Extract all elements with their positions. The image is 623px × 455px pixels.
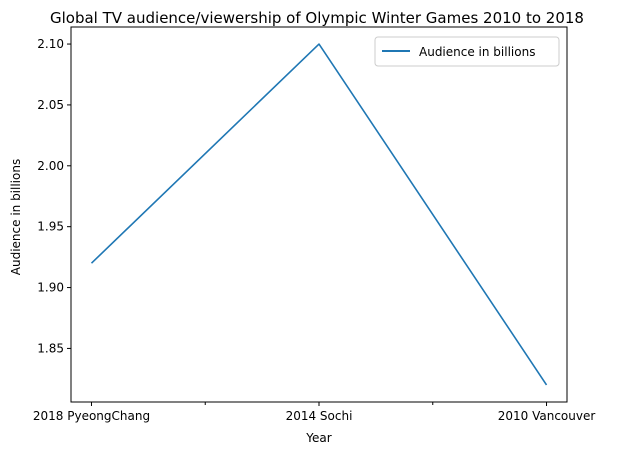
legend-label: Audience in billions <box>419 45 535 59</box>
x-tick-label: 2010 Vancouver <box>498 409 596 423</box>
legend-box <box>374 36 560 67</box>
x-axis: 2018 PyeongChang 2014 Sochi 2010 Vancouver <box>33 402 595 423</box>
y-tick-label: 1.95 <box>37 220 64 234</box>
y-tick-label: 2.10 <box>37 37 64 51</box>
y-axis: 1.85 1.90 1.95 2.00 2.05 2.10 <box>37 37 71 355</box>
x-tick-label: 2014 Sochi <box>286 409 353 423</box>
x-tick-label: 2018 PyeongChang <box>33 409 150 423</box>
y-axis-label: Audience in billions <box>9 159 23 275</box>
series-layer <box>90 43 548 386</box>
plot-area <box>70 26 568 403</box>
y-tick-label: 2.00 <box>37 159 64 173</box>
y-tick-label: 2.05 <box>37 98 64 112</box>
series-line <box>90 43 548 386</box>
y-tick-label: 1.90 <box>37 281 64 295</box>
legend: Audience in billions <box>374 36 560 67</box>
y-tick-label: 1.85 <box>37 341 64 355</box>
x-axis-label: Year <box>305 431 331 445</box>
chart-title: Global TV audience/viewership of Olympic… <box>50 9 584 27</box>
